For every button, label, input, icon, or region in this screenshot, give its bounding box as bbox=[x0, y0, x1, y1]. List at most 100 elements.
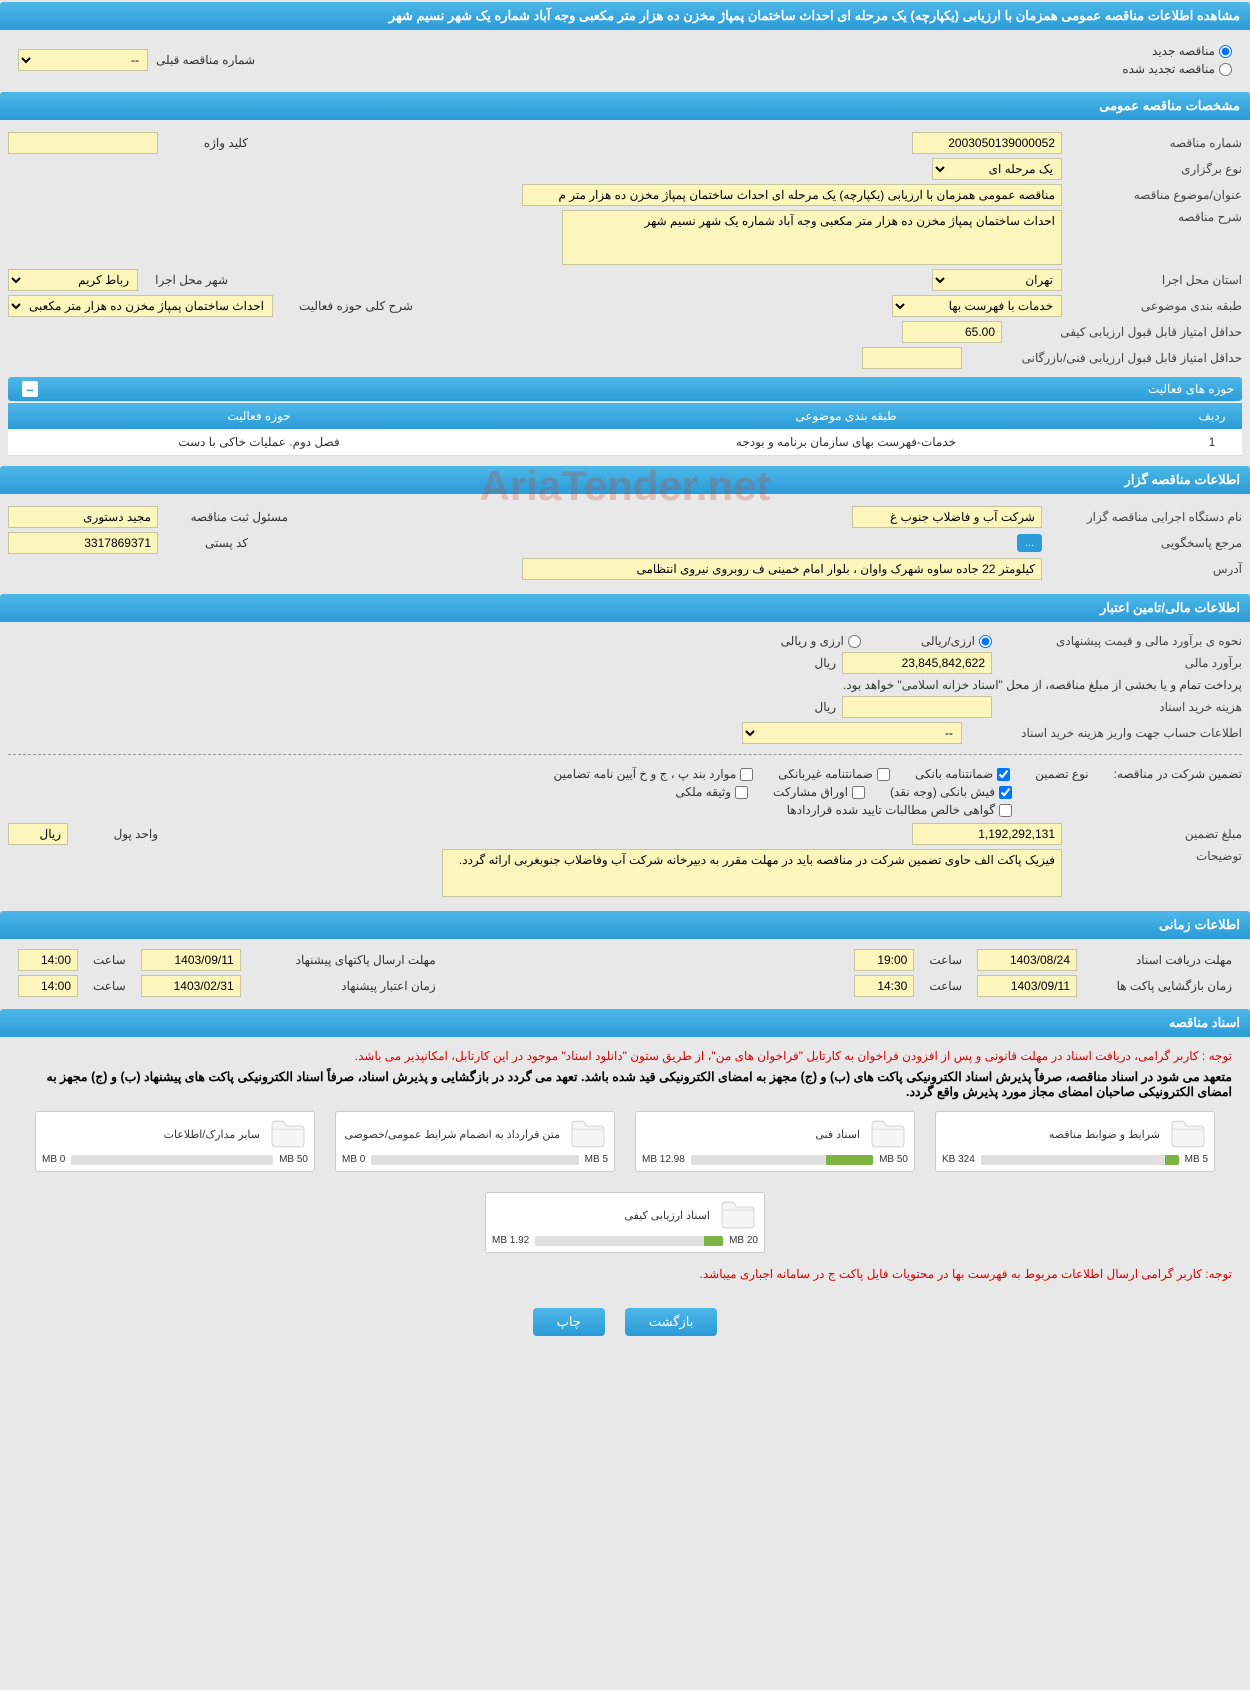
radio-new-tender-input[interactable] bbox=[1219, 45, 1232, 58]
category-select[interactable]: خدمات با فهرست بها bbox=[892, 295, 1062, 317]
file-boxes-container: شرایط و ضوابط مناقصه5 MB324 KB اسناد فنی5… bbox=[8, 1101, 1242, 1263]
chk-items-input[interactable] bbox=[740, 768, 753, 781]
address-input[interactable] bbox=[522, 558, 1042, 580]
validity-time-input[interactable] bbox=[18, 975, 78, 997]
chk-nonbank-guarantee-input[interactable] bbox=[877, 768, 890, 781]
col-category: طبقه بندی موضوعی bbox=[510, 403, 1182, 429]
file-total: 50 MB bbox=[279, 1154, 308, 1165]
radio-fx-and-rial[interactable]: ارزی و ریالی bbox=[781, 634, 861, 648]
time-label-3: ساعت bbox=[929, 979, 962, 993]
activity-areas-header: حوزه های فعالیت – bbox=[8, 377, 1242, 401]
chk-nonbank-guarantee[interactable]: ضمانتنامه غیربانکی bbox=[778, 767, 890, 781]
chk-items[interactable]: موارد بند پ ، ج و خ آیین نامه تضامین bbox=[554, 767, 754, 781]
chk-participation-label: اوراق مشارکت bbox=[773, 785, 848, 799]
file-progress bbox=[691, 1155, 873, 1165]
folder-icon bbox=[268, 1118, 308, 1150]
prev-tender-select[interactable]: -- bbox=[18, 49, 148, 71]
radio-fx-and-rial-input[interactable] bbox=[848, 635, 861, 648]
opening-label: زمان بازگشایی پاکت ها bbox=[1092, 979, 1232, 993]
account-label: اطلاعات حساب جهت واریز هزینه خرید اسناد bbox=[962, 726, 1242, 740]
responsible-input[interactable] bbox=[8, 506, 158, 528]
receive-time-input[interactable] bbox=[854, 949, 914, 971]
chk-nonbank-guarantee-label: ضمانتنامه غیربانکی bbox=[778, 767, 873, 781]
province-select[interactable]: تهران bbox=[932, 269, 1062, 291]
file-title: اسناد ارزیابی کیفی bbox=[492, 1209, 710, 1222]
chk-property-label: وثیقه ملکی bbox=[675, 785, 731, 799]
section-organizer-header: اطلاعات مناقصه گزار bbox=[0, 466, 1250, 494]
amount-label: مبلغ تضمین bbox=[1062, 827, 1242, 841]
cell-area: فصل دوم. عملیات خاکی با دست bbox=[8, 429, 510, 456]
radio-renewed-tender-input[interactable] bbox=[1219, 63, 1232, 76]
docs-notice-3: توجه: کاربر گرامی ارسال اطلاعات مربوط به… bbox=[8, 1263, 1242, 1285]
chk-participation-input[interactable] bbox=[852, 786, 865, 799]
radio-fx-rial-label: ارزی/ریالی bbox=[921, 634, 975, 648]
file-progress bbox=[981, 1155, 1179, 1165]
chk-bank-guarantee-input[interactable] bbox=[997, 768, 1010, 781]
postal-input[interactable] bbox=[8, 532, 158, 554]
collapse-button[interactable]: – bbox=[22, 381, 38, 397]
chk-bank-receipt[interactable]: فیش بانکی (وجه نقد) bbox=[890, 785, 1012, 799]
chk-items-label: موارد بند پ ، ج و خ آیین نامه تضامین bbox=[554, 767, 737, 781]
chk-bank-guarantee[interactable]: ضمانتنامه بانکی bbox=[915, 767, 1010, 781]
back-button[interactable]: بازگشت bbox=[625, 1308, 717, 1336]
opening-time-input[interactable] bbox=[854, 975, 914, 997]
radio-fx-rial[interactable]: ارزی/ریالی bbox=[921, 634, 992, 648]
activity-desc-select[interactable]: احداث ساختمان پمپاژ مخزن ده هزار متر مکع… bbox=[8, 295, 273, 317]
subject-input[interactable] bbox=[522, 184, 1062, 206]
account-select[interactable]: -- bbox=[742, 722, 962, 744]
section-timing-header: اطلاعات زمانی bbox=[0, 911, 1250, 939]
amount-unit-label: واحد پول bbox=[68, 827, 158, 841]
tender-no-label: شماره مناقصه bbox=[1062, 136, 1242, 150]
chk-approved-claims-label: گواهی خالص مطالبات تایید شده قراردادها bbox=[787, 803, 995, 817]
folder-icon bbox=[868, 1118, 908, 1150]
responsible-label: مسئول ثبت مناقصه bbox=[158, 510, 288, 524]
receive-label: مهلت دریافت اسناد bbox=[1092, 953, 1232, 967]
chk-property-input[interactable] bbox=[735, 786, 748, 799]
notes-label: توضیحات bbox=[1062, 849, 1242, 863]
estimate-input[interactable] bbox=[842, 652, 992, 674]
receive-date-input[interactable] bbox=[977, 949, 1077, 971]
docs-notice-2: متعهد می شود در اسناد مناقصه، صرفاً پذیر… bbox=[8, 1067, 1242, 1101]
amount-unit-input[interactable] bbox=[8, 823, 68, 845]
radio-renewed-tender[interactable]: مناقصه تجدید شده bbox=[1122, 62, 1232, 76]
opening-date-input[interactable] bbox=[977, 975, 1077, 997]
folder-icon bbox=[568, 1118, 608, 1150]
city-select[interactable]: رباط کریم bbox=[8, 269, 138, 291]
file-box[interactable]: اسناد ارزیابی کیفی20 MB1.92 MB bbox=[485, 1192, 765, 1253]
tender-no-input[interactable] bbox=[912, 132, 1062, 154]
file-total: 5 MB bbox=[1185, 1154, 1208, 1165]
chk-approved-claims-input[interactable] bbox=[999, 804, 1012, 817]
file-box[interactable]: سایر مدارک/اطلاعات50 MB0 MB bbox=[35, 1111, 315, 1172]
validity-date-input[interactable] bbox=[141, 975, 241, 997]
contact-button[interactable]: ... bbox=[1017, 534, 1042, 552]
type-select[interactable]: یک مرحله ای bbox=[932, 158, 1062, 180]
print-button[interactable]: چاپ bbox=[533, 1308, 605, 1336]
prev-tender-label: شماره مناقصه قبلی bbox=[156, 53, 255, 67]
file-box[interactable]: اسناد فنی50 MB12.98 MB bbox=[635, 1111, 915, 1172]
radio-new-tender[interactable]: مناقصه جدید bbox=[1122, 44, 1232, 58]
file-box[interactable]: شرایط و ضوابط مناقصه5 MB324 KB bbox=[935, 1111, 1215, 1172]
amount-input[interactable] bbox=[912, 823, 1062, 845]
min-tech-input[interactable] bbox=[862, 347, 962, 369]
file-progress bbox=[71, 1155, 273, 1165]
chk-property[interactable]: وثیقه ملکی bbox=[675, 785, 748, 799]
doc-cost-input[interactable] bbox=[842, 696, 992, 718]
validity-label: زمان اعتبار پیشنهاد bbox=[256, 979, 436, 993]
chk-approved-claims[interactable]: گواهی خالص مطالبات تایید شده قراردادها bbox=[787, 803, 1012, 817]
radio-fx-rial-input[interactable] bbox=[979, 635, 992, 648]
folder-icon bbox=[1168, 1118, 1208, 1150]
chk-participation[interactable]: اوراق مشارکت bbox=[773, 785, 865, 799]
proposal-time-input[interactable] bbox=[18, 949, 78, 971]
file-progress bbox=[535, 1236, 723, 1246]
notes-textarea[interactable] bbox=[442, 849, 1062, 897]
keyword-input[interactable] bbox=[8, 132, 158, 154]
file-box[interactable]: متن قرارداد به انضمام شرایط عمومی/خصوصی5… bbox=[335, 1111, 615, 1172]
min-quality-input[interactable] bbox=[902, 321, 1002, 343]
proposal-date-input[interactable] bbox=[141, 949, 241, 971]
contact-label: مرجع پاسخگویی bbox=[1042, 536, 1242, 550]
desc-textarea[interactable] bbox=[562, 210, 1062, 265]
chk-bank-receipt-input[interactable] bbox=[999, 786, 1012, 799]
exec-input[interactable] bbox=[852, 506, 1042, 528]
section-general-header: مشخصات مناقصه عمومی bbox=[0, 92, 1250, 120]
file-title: متن قرارداد به انضمام شرایط عمومی/خصوصی bbox=[342, 1128, 560, 1141]
